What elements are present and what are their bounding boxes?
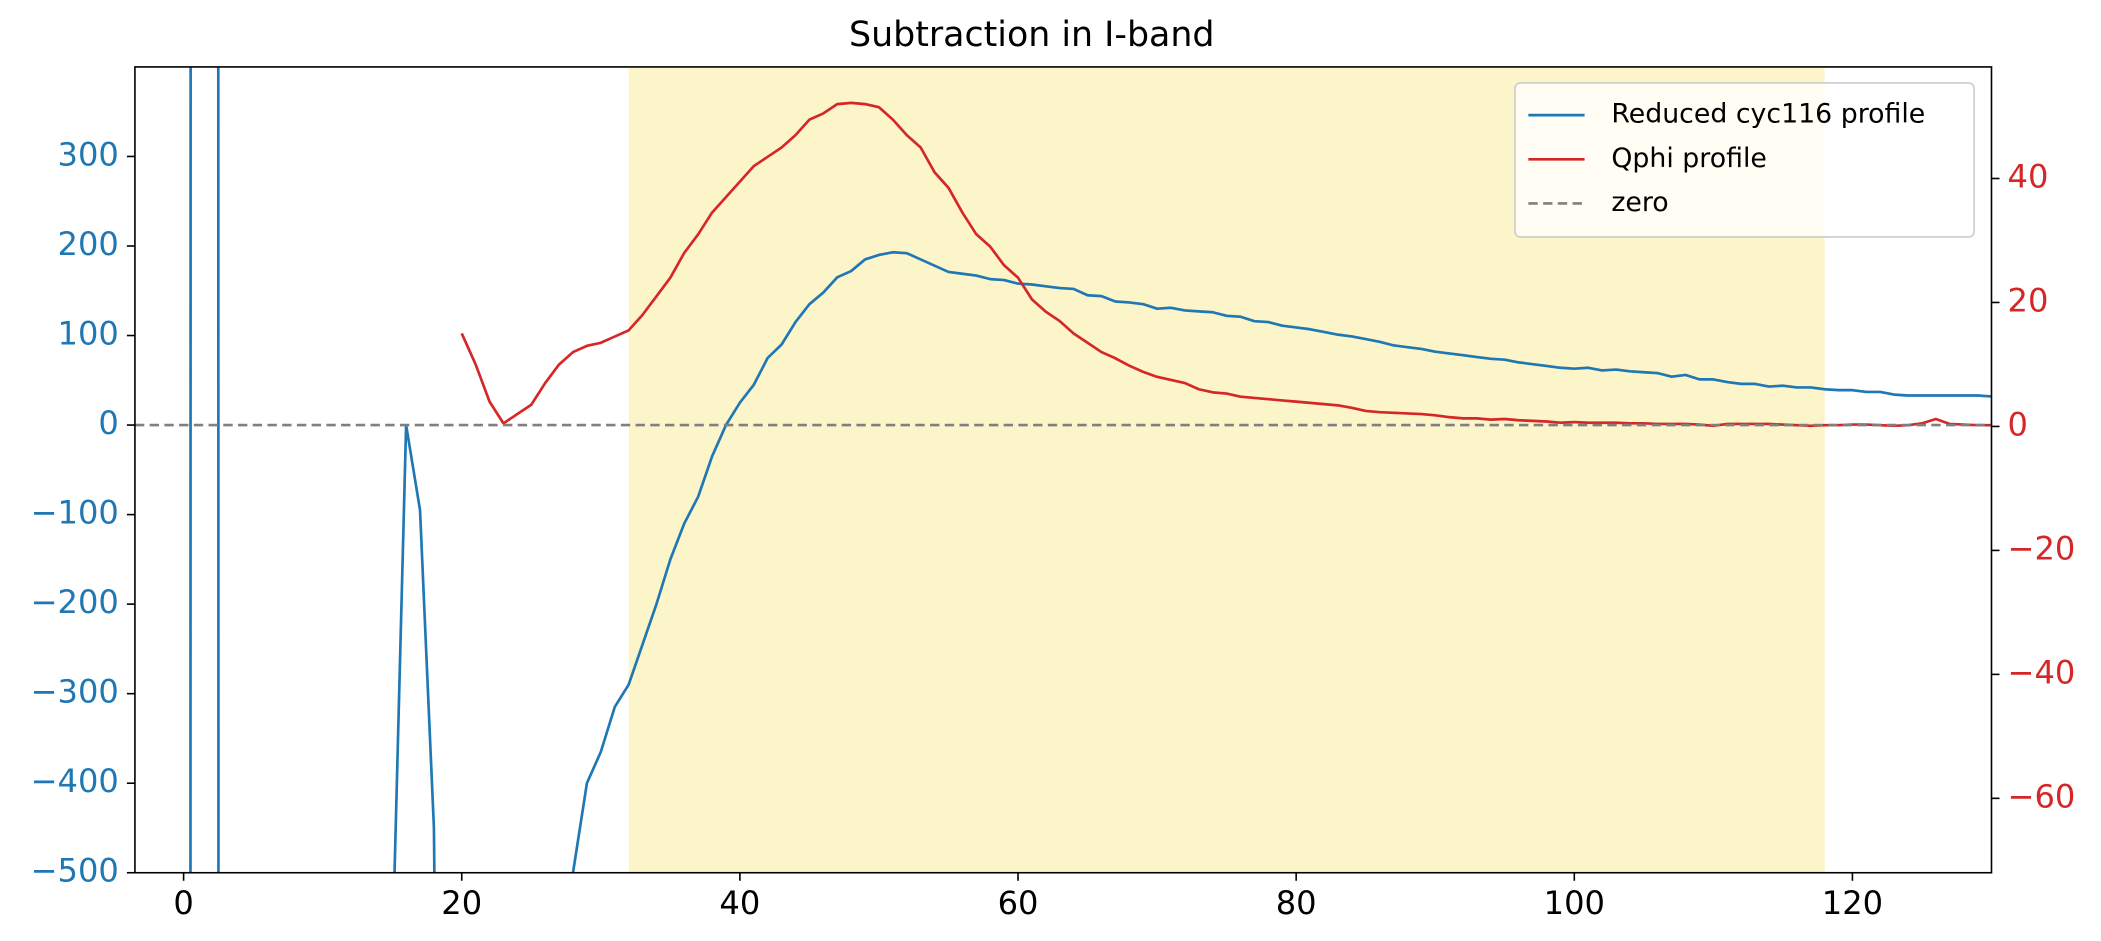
y2-tick-label: −60 — [2008, 777, 2076, 815]
y-tick-label: −500 — [31, 852, 119, 890]
x-tick-label: 80 — [1276, 884, 1317, 922]
plot-frame — [134, 66, 1993, 874]
y2-tick-label: 20 — [2008, 281, 2049, 319]
legend: Reduced cyc116 profile Qphi profile zero — [1514, 82, 1975, 238]
y2-tick-label: −20 — [2008, 529, 2076, 567]
x-tick-label: 100 — [1544, 884, 1605, 922]
y-tick-label: 300 — [58, 135, 119, 173]
chart-title: Subtraction in I-band — [849, 15, 1215, 55]
legend-label: Qphi profile — [1611, 143, 1767, 174]
y-tick-label: −300 — [31, 673, 119, 711]
x-tick-label: 20 — [441, 884, 482, 922]
y2-tick-label: 0 — [2008, 405, 2028, 443]
x-tick-label: 40 — [719, 884, 760, 922]
y2-tick-label: 40 — [2008, 158, 2049, 196]
series-line — [460, 101, 1992, 428]
y-tick-label: −100 — [31, 494, 119, 532]
x-tick-label: 120 — [1822, 884, 1883, 922]
series-line — [189, 66, 1992, 873]
legend-label: Reduced cyc116 profile — [1611, 99, 1925, 130]
y2-tick-label: −40 — [2008, 653, 2076, 691]
x-tick-label: 0 — [173, 884, 193, 922]
legend-label: zero — [1611, 187, 1668, 218]
y-tick-label: 200 — [58, 225, 119, 263]
y-tick-label: −200 — [31, 583, 119, 621]
y-tick-label: 100 — [58, 315, 119, 353]
y-tick-label: 0 — [98, 404, 118, 442]
x-tick-label: 60 — [998, 884, 1039, 922]
legend-box — [1514, 82, 1975, 238]
y-tick-label: −400 — [31, 762, 119, 800]
